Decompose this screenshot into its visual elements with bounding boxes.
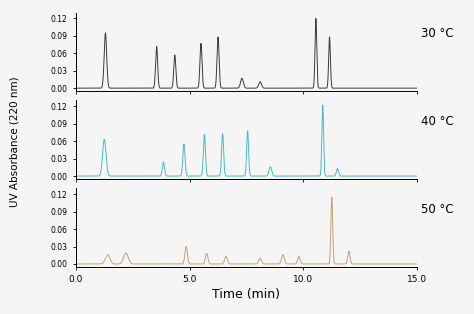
X-axis label: Time (min): Time (min)	[212, 288, 281, 301]
Text: UV Absorbance (220 nm): UV Absorbance (220 nm)	[9, 76, 19, 207]
Text: 40 °C: 40 °C	[420, 115, 453, 127]
Text: 50 °C: 50 °C	[420, 203, 453, 215]
Text: 30 °C: 30 °C	[420, 27, 453, 40]
